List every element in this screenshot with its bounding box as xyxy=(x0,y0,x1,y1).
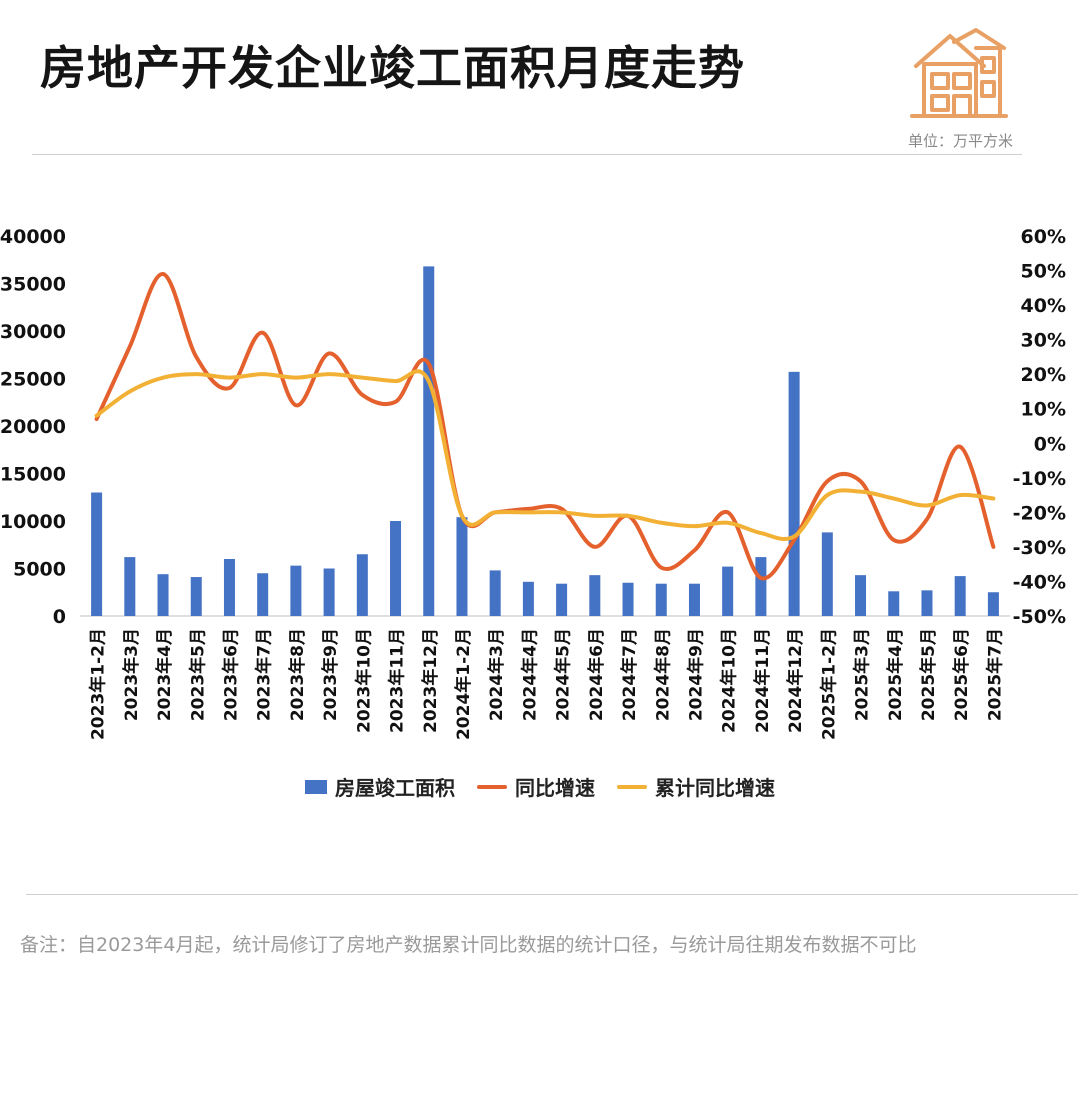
bar xyxy=(456,517,468,616)
bar xyxy=(290,565,302,616)
x-tick-label: 2025年1-2月 xyxy=(818,628,839,740)
footnote: 备注：自2023年4月起，统计局修订了房地产数据累计同比数据的统计口径，与统计局… xyxy=(20,934,917,956)
bar xyxy=(821,532,833,616)
bar xyxy=(589,575,601,616)
chart-legend: 房屋竣工面积 同比增速 累计同比增速 xyxy=(0,772,1080,801)
x-tick-label: 2024年7月 xyxy=(619,628,640,721)
x-tick-label: 2025年4月 xyxy=(885,628,906,721)
x-tick-label: 2025年6月 xyxy=(951,628,972,721)
bar xyxy=(91,492,103,616)
y-right-tick-label: -30% xyxy=(1013,537,1066,559)
y-right-tick-label: 60% xyxy=(1021,226,1066,248)
y-right-tick-label: 40% xyxy=(1021,295,1066,317)
y-left-tick-label: 0 xyxy=(53,606,66,628)
y-left-tick-label: 5000 xyxy=(13,559,66,581)
x-tick-label: 2023年4月 xyxy=(154,628,175,721)
x-tick-label: 2023年3月 xyxy=(121,628,142,721)
y-left-tick-label: 30000 xyxy=(0,321,66,343)
legend-item-bar: 房屋竣工面积 xyxy=(305,772,455,801)
unit-label: 单位：万平方米 xyxy=(908,132,1014,150)
page-title: 房地产开发企业竣工面积月度走势 xyxy=(40,41,745,95)
x-tick-label: 2024年4月 xyxy=(519,628,540,721)
y-right-tick-label: -10% xyxy=(1013,468,1066,490)
x-tick-label: 2025年7月 xyxy=(984,628,1005,721)
bar xyxy=(356,554,368,616)
y-right-tick-label: 30% xyxy=(1021,330,1066,352)
bar xyxy=(522,581,534,616)
x-tick-label: 2023年6月 xyxy=(220,628,241,721)
x-tick-label: 2024年10月 xyxy=(719,628,740,733)
y-left-tick-label: 35000 xyxy=(0,274,66,296)
bar xyxy=(954,576,966,616)
bar xyxy=(855,575,867,616)
bar xyxy=(124,557,136,616)
bar xyxy=(987,592,999,616)
cumulative-growth-line xyxy=(94,369,996,541)
y-left-tick-label: 20000 xyxy=(0,416,66,438)
bar xyxy=(423,266,435,616)
x-tick-label: 2024年1-2月 xyxy=(453,628,474,740)
x-tick-label: 2024年11月 xyxy=(752,628,773,733)
legend-swatch-yoy xyxy=(477,784,507,789)
x-tick-label: 2023年10月 xyxy=(353,628,374,733)
bar xyxy=(190,577,202,616)
legend-item-cum: 累计同比增速 xyxy=(617,772,775,801)
bar xyxy=(655,583,667,616)
x-tick-label: 2024年8月 xyxy=(652,628,673,721)
x-tick-label: 2024年12月 xyxy=(785,628,806,733)
bar xyxy=(223,559,235,616)
bar xyxy=(556,583,568,616)
header-divider xyxy=(32,154,1022,155)
x-tick-label: 2025年5月 xyxy=(918,628,939,721)
x-tick-label: 2024年3月 xyxy=(486,628,507,721)
x-tick-label: 2024年5月 xyxy=(553,628,574,721)
legend-label-cum: 累计同比增速 xyxy=(655,776,775,800)
x-tick-label: 2024年9月 xyxy=(685,628,706,721)
bar xyxy=(688,583,700,616)
bar xyxy=(157,574,169,616)
bar xyxy=(722,566,734,616)
bar xyxy=(390,521,402,616)
bar xyxy=(257,573,269,616)
x-tick-label: 2023年9月 xyxy=(320,628,341,721)
legend-swatch-bar xyxy=(305,779,327,794)
bar xyxy=(622,582,634,616)
x-tick-label: 2025年3月 xyxy=(852,628,873,721)
y-left-tick-label: 25000 xyxy=(0,369,66,391)
legend-swatch-cum xyxy=(617,784,647,789)
footer-divider xyxy=(26,894,1078,895)
x-tick-label: 2023年7月 xyxy=(254,628,275,721)
x-tick-label: 2023年1-2月 xyxy=(88,628,109,740)
legend-label-bar: 房屋竣工面积 xyxy=(335,776,455,800)
y-right-tick-label: -40% xyxy=(1013,571,1066,593)
bar xyxy=(755,557,767,616)
bar xyxy=(323,568,335,616)
y-right-tick-label: 20% xyxy=(1021,364,1066,386)
bar xyxy=(788,371,800,616)
yoy-growth-line xyxy=(94,272,996,581)
house-icon xyxy=(910,28,1008,118)
x-tick-label: 2023年5月 xyxy=(187,628,208,721)
y-right-tick-label: 10% xyxy=(1021,399,1066,421)
x-tick-label: 2024年6月 xyxy=(586,628,607,721)
y-right-tick-label: 0% xyxy=(1034,433,1066,455)
combo-chart: 40000 35000 30000 25000 20000 15000 10000 5000 0… xyxy=(0,226,1066,740)
y-left-tick-label: 40000 xyxy=(0,226,66,248)
x-tick-label: 2023年11月 xyxy=(387,628,408,733)
bar xyxy=(489,570,501,616)
x-tick-label: 2023年12月 xyxy=(420,628,441,733)
y-right-tick-label: 50% xyxy=(1021,261,1066,283)
y-right-tick-label: -50% xyxy=(1013,606,1066,628)
bar xyxy=(921,590,933,616)
x-tick-label: 2023年8月 xyxy=(287,628,308,721)
legend-item-yoy: 同比增速 xyxy=(477,772,595,801)
y-right-tick-label: -20% xyxy=(1013,502,1066,524)
y-left-tick-label: 10000 xyxy=(0,511,66,533)
legend-label-yoy: 同比增速 xyxy=(515,776,595,800)
y-left-tick-label: 15000 xyxy=(0,464,66,486)
bar xyxy=(888,591,900,616)
